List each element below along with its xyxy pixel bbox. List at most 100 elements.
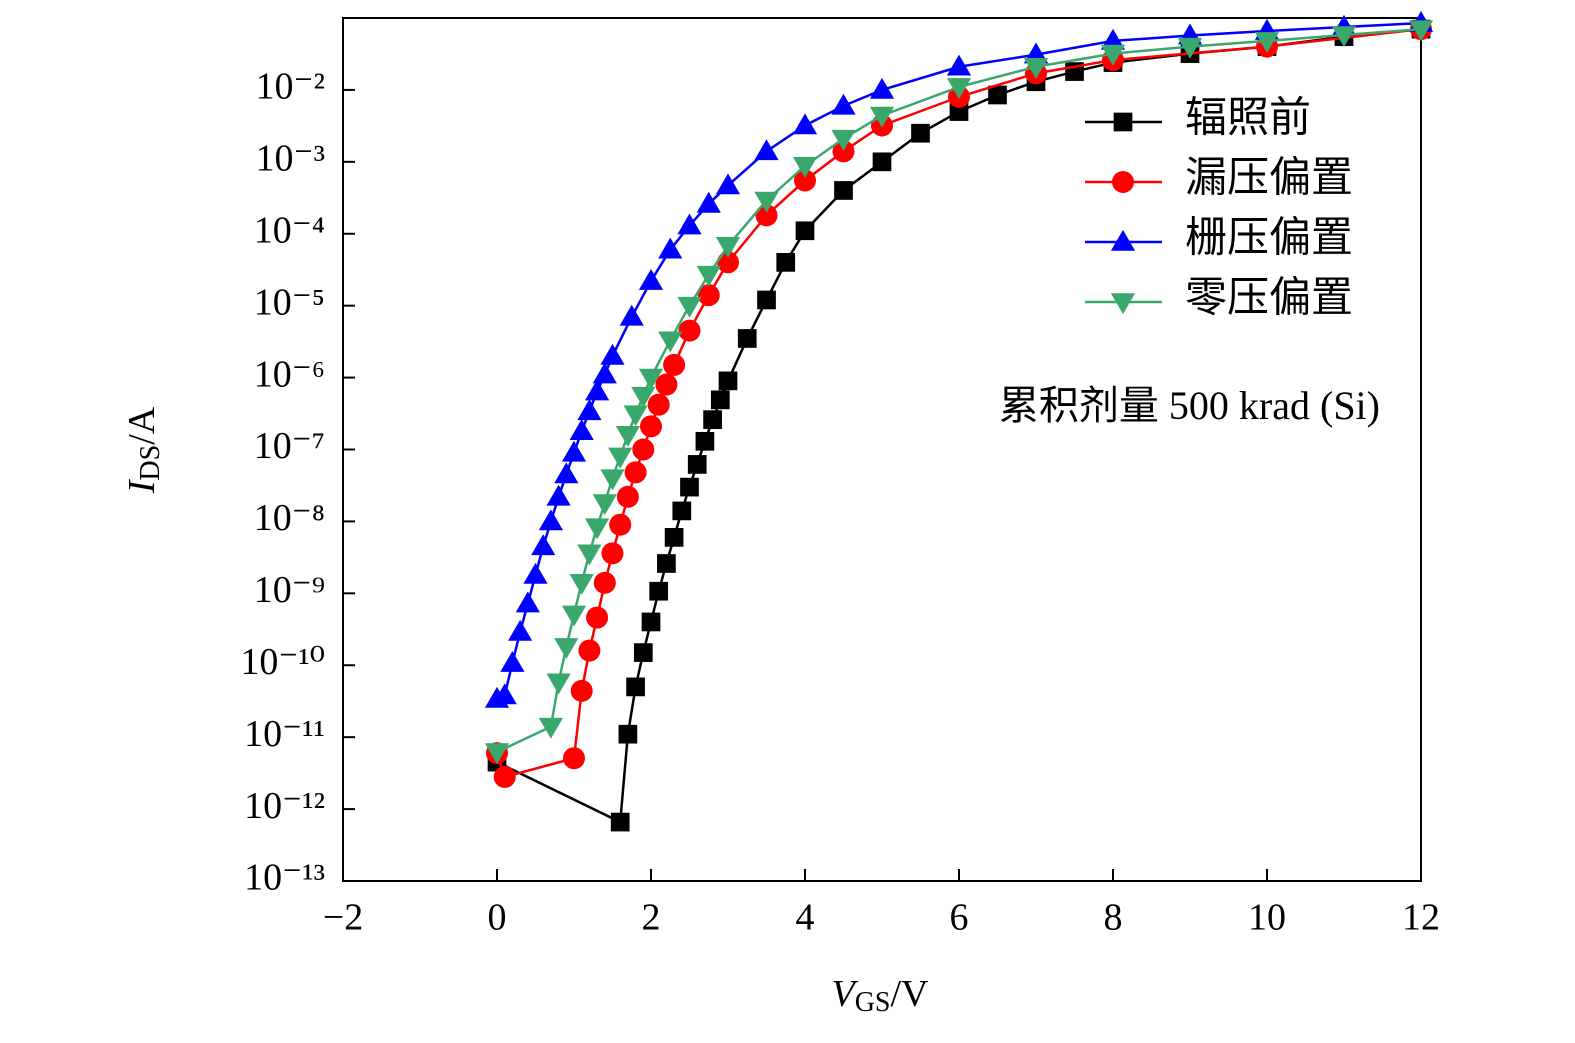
x-axis-label: VGS/V bbox=[831, 973, 929, 1019]
x-tick-label: 10 bbox=[1248, 897, 1286, 939]
marker bbox=[1177, 37, 1203, 59]
marker bbox=[561, 605, 587, 627]
y-tick-label: 10⁻⁷ bbox=[254, 425, 325, 467]
legend-label: 辐照前 bbox=[1185, 96, 1311, 142]
x-tick-label: 12 bbox=[1402, 897, 1440, 939]
marker bbox=[631, 386, 656, 408]
marker bbox=[792, 157, 818, 178]
x-tick-label: −2 bbox=[323, 897, 363, 939]
marker bbox=[546, 484, 571, 506]
marker bbox=[592, 494, 617, 516]
marker bbox=[1254, 32, 1280, 54]
marker bbox=[1110, 293, 1136, 315]
legend-label: 漏压偏置 bbox=[1185, 156, 1353, 202]
marker bbox=[687, 455, 707, 474]
marker bbox=[710, 390, 730, 410]
marker bbox=[649, 581, 669, 601]
marker bbox=[647, 393, 670, 416]
marker bbox=[869, 106, 895, 128]
marker bbox=[680, 477, 699, 497]
marker bbox=[737, 329, 757, 348]
marker bbox=[831, 129, 856, 151]
marker bbox=[609, 513, 632, 536]
marker bbox=[610, 812, 630, 832]
marker bbox=[600, 343, 625, 365]
marker bbox=[715, 236, 741, 258]
marker bbox=[508, 619, 533, 641]
y-tick-label: 10⁻¹³ bbox=[244, 857, 325, 899]
marker bbox=[641, 612, 661, 632]
marker bbox=[554, 638, 579, 659]
marker bbox=[946, 54, 972, 76]
marker bbox=[640, 415, 662, 438]
y-tick-label: 10⁻⁵ bbox=[254, 281, 325, 323]
marker bbox=[677, 213, 702, 235]
marker bbox=[585, 379, 610, 401]
marker bbox=[754, 139, 779, 161]
marker bbox=[632, 438, 655, 461]
x-tick-label: 8 bbox=[1104, 897, 1123, 939]
legend-label: 栅压偏置 bbox=[1185, 216, 1353, 262]
y-tick-label: 10⁻¹¹ bbox=[244, 713, 325, 755]
x-tick-label: 0 bbox=[488, 897, 507, 939]
marker bbox=[794, 169, 816, 192]
marker bbox=[696, 191, 721, 213]
y-tick-label: 10⁻⁶ bbox=[254, 353, 325, 395]
marker bbox=[523, 562, 548, 584]
legend-label: 零压偏置 bbox=[1185, 276, 1353, 322]
x-label-main: V bbox=[831, 973, 858, 1015]
y-tick-label: 10⁻³ bbox=[256, 138, 325, 180]
marker bbox=[1408, 20, 1434, 42]
marker bbox=[638, 368, 664, 390]
marker bbox=[946, 78, 972, 100]
y-tick-label: 10⁻⁸ bbox=[254, 497, 325, 539]
marker bbox=[561, 440, 587, 462]
marker bbox=[1112, 171, 1134, 193]
x-label-sub: GS bbox=[855, 987, 891, 1018]
marker bbox=[1113, 112, 1133, 132]
marker bbox=[696, 265, 721, 287]
marker bbox=[658, 331, 683, 353]
marker bbox=[872, 152, 892, 172]
marker bbox=[615, 426, 640, 447]
marker bbox=[792, 113, 818, 135]
marker bbox=[493, 765, 516, 788]
marker bbox=[601, 542, 624, 565]
marker bbox=[577, 544, 602, 566]
marker bbox=[554, 462, 579, 484]
marker bbox=[484, 743, 510, 765]
marker bbox=[718, 371, 738, 391]
marker bbox=[563, 747, 585, 770]
marker bbox=[492, 683, 517, 705]
marker bbox=[754, 191, 779, 213]
marker bbox=[570, 679, 593, 702]
annotation: 累积剂量 500 krad (Si) bbox=[999, 383, 1380, 428]
marker bbox=[795, 221, 815, 241]
marker bbox=[616, 485, 639, 508]
marker bbox=[672, 501, 692, 521]
marker bbox=[911, 123, 930, 143]
marker bbox=[500, 651, 525, 672]
marker bbox=[949, 102, 969, 121]
marker bbox=[715, 173, 741, 195]
y-axis-label: IDS/A bbox=[121, 406, 167, 494]
marker bbox=[834, 181, 853, 200]
y-tick-label: 10⁻⁹ bbox=[254, 569, 325, 611]
marker bbox=[664, 528, 684, 547]
y-label-main: I bbox=[121, 478, 163, 494]
x-tick-label: 6 bbox=[950, 897, 969, 939]
marker bbox=[578, 639, 601, 662]
marker bbox=[832, 140, 855, 163]
x-label-rest: /V bbox=[891, 973, 930, 1015]
marker bbox=[1110, 229, 1136, 251]
marker bbox=[586, 606, 609, 629]
marker bbox=[869, 77, 895, 99]
marker bbox=[663, 353, 686, 376]
x-tick-label: 4 bbox=[796, 897, 815, 939]
marker bbox=[757, 290, 776, 310]
marker bbox=[538, 509, 563, 531]
marker bbox=[988, 85, 1007, 105]
y-label-rest: /A bbox=[121, 406, 163, 445]
marker bbox=[697, 284, 720, 307]
